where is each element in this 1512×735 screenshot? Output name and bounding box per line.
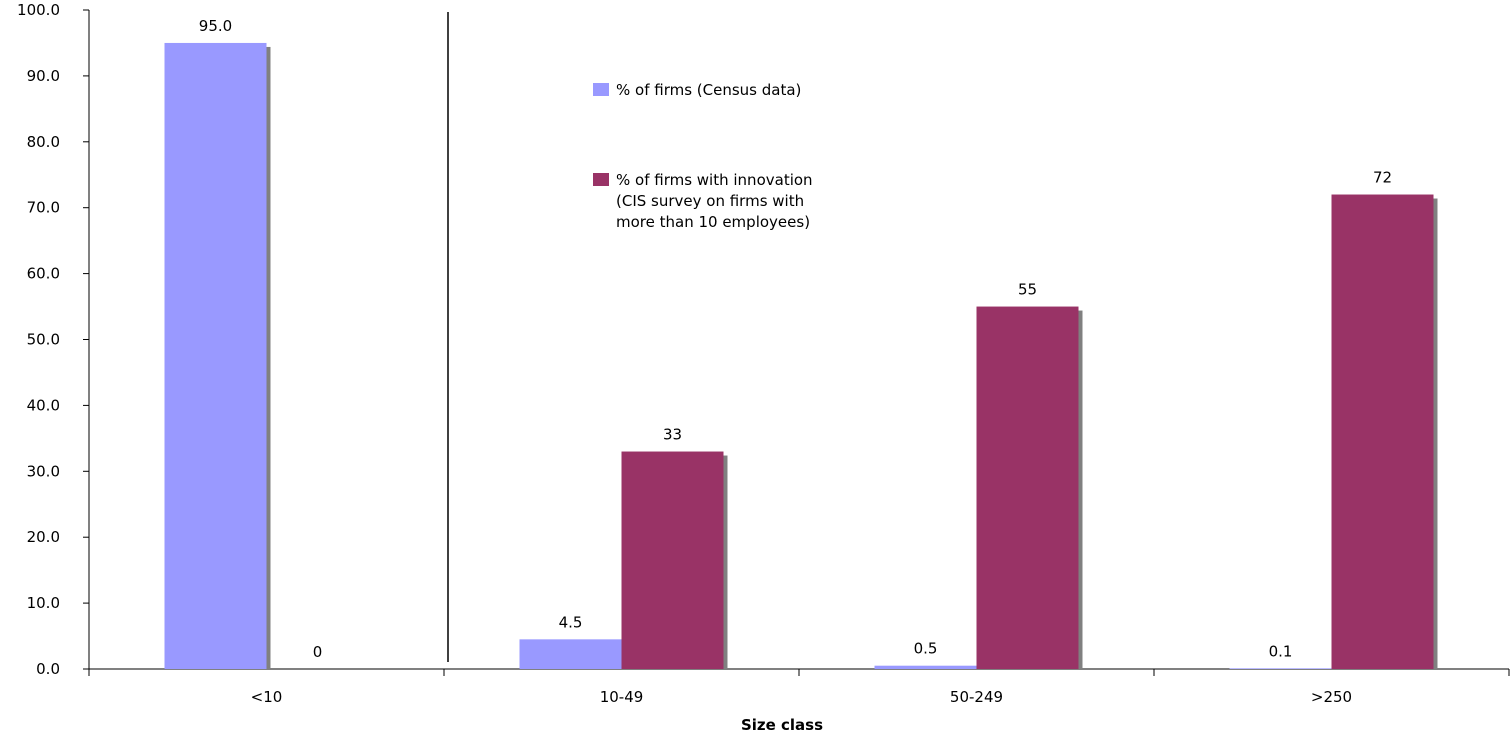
y-tick-label: 90.0 — [27, 67, 60, 85]
bar — [874, 665, 977, 669]
bar — [976, 306, 1079, 669]
y-tick-label: 10.0 — [27, 594, 60, 612]
y-tick-label: 70.0 — [27, 199, 60, 217]
x-axis-title: Size class — [741, 716, 823, 734]
x-axis: <10 10-49 50-249 >250 — [88, 668, 1510, 706]
legend-label: more than 10 employees) — [616, 213, 810, 231]
bar — [1331, 194, 1434, 669]
x-tick-label: 50-249 — [950, 688, 1003, 706]
y-tick-label: 0.0 — [36, 660, 60, 678]
y-tick-label: 100.0 — [17, 1, 60, 19]
legend-swatch — [593, 83, 609, 96]
data-label: 0 — [313, 643, 323, 661]
legend-label: % of firms with innovation — [616, 171, 813, 189]
x-tick-label: >250 — [1311, 688, 1352, 706]
x-tick-label: 10-49 — [600, 688, 644, 706]
legend-swatch — [593, 173, 609, 186]
bar — [164, 42, 267, 669]
legend: % of firms (Census data) % of firms with … — [593, 81, 813, 231]
data-label: 95.0 — [199, 17, 232, 35]
y-tick-label: 40.0 — [27, 396, 60, 414]
y-tick-label: 20.0 — [27, 528, 60, 546]
y-tick-label: 80.0 — [27, 133, 60, 151]
legend-label: (CIS survey on firms with — [616, 192, 804, 210]
data-label: 55 — [1018, 281, 1037, 299]
legend-label: % of firms (Census data) — [616, 81, 801, 99]
y-axis: 0.0 10.0 20.0 30.0 40.0 50.0 60.0 70.0 80.0 90.0 1… — [17, 1, 90, 678]
bar — [621, 451, 724, 669]
data-label: 72 — [1373, 169, 1392, 187]
bars: 95.0 0 4.5 33 0.5 55 0.1 72 — [164, 17, 1438, 669]
data-label: 33 — [663, 426, 682, 444]
data-label: 4.5 — [559, 613, 583, 631]
bar — [1229, 668, 1332, 669]
data-label: 0.1 — [1269, 642, 1293, 660]
x-tick-label: <10 — [251, 688, 283, 706]
y-tick-label: 50.0 — [27, 331, 60, 349]
data-label: 0.5 — [914, 640, 938, 658]
y-tick-label: 60.0 — [27, 265, 60, 283]
bar — [519, 639, 622, 669]
y-tick-label: 30.0 — [27, 462, 60, 480]
